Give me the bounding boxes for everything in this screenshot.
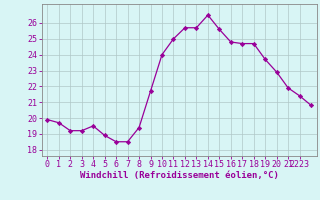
X-axis label: Windchill (Refroidissement éolien,°C): Windchill (Refroidissement éolien,°C) bbox=[80, 171, 279, 180]
